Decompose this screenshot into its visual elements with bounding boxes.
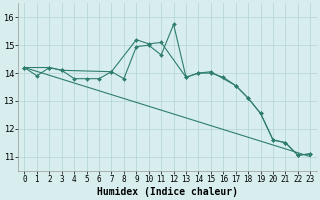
X-axis label: Humidex (Indice chaleur): Humidex (Indice chaleur): [97, 186, 238, 197]
